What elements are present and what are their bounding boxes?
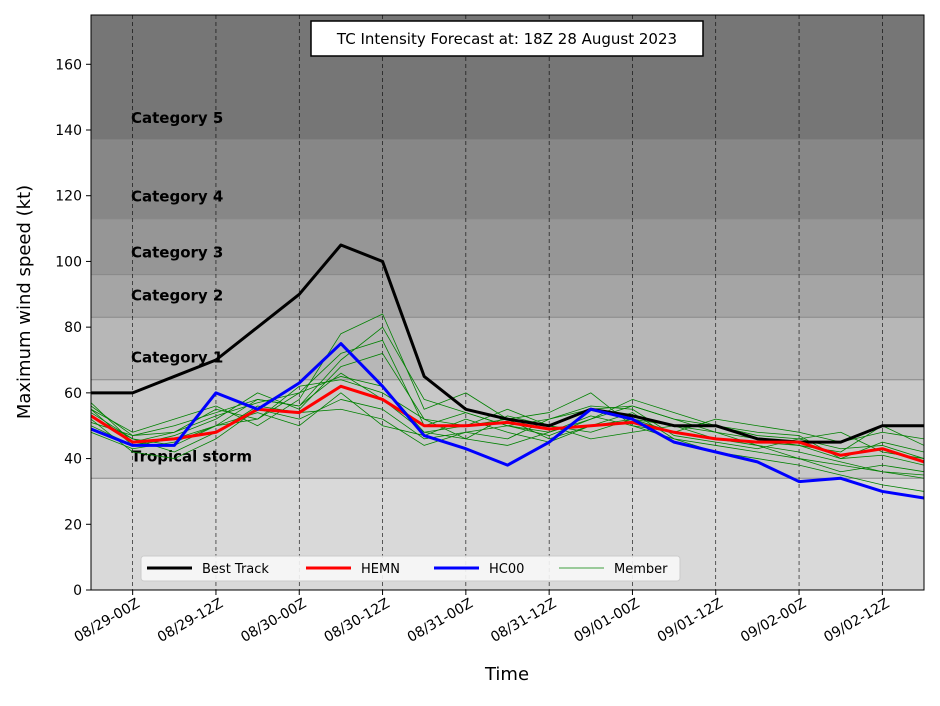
y-tick-label: 80: [64, 320, 82, 336]
y-tick-label: 120: [55, 189, 82, 205]
plot-frame: [90, 14, 925, 591]
band-label: Category 2: [131, 286, 223, 304]
legend-label: HC00: [489, 562, 524, 577]
chart-title: TC Intensity Forecast at: 18Z 28 August …: [336, 30, 677, 48]
member-line: [91, 392, 924, 492]
x-tick-label: 09/02-12Z: [821, 596, 892, 646]
band-label: Category 1: [131, 349, 223, 367]
lines: [91, 243, 924, 500]
series-line: [91, 384, 924, 464]
y-tick-label: 100: [55, 254, 82, 270]
category-band: [91, 139, 924, 219]
x-tick-label: 08/29-12Z: [155, 596, 226, 646]
x-axis-label: Time: [484, 664, 529, 685]
x-tick-label: 08/30-12Z: [321, 596, 392, 646]
x-tick-label: 09/02-00Z: [738, 596, 809, 646]
y-tick-label: 160: [55, 57, 82, 73]
member-line: [91, 379, 924, 453]
y-axis-label: Maximum wind speed (kt): [14, 185, 35, 419]
y-tick-label: 140: [55, 123, 82, 139]
x-tick-label: 08/31-12Z: [488, 596, 559, 646]
title-box: [310, 20, 704, 57]
x-tick-label: 09/01-12Z: [655, 596, 726, 646]
band-label: Tropical storm: [131, 447, 252, 465]
x-tick-label: 08/31-00Z: [405, 596, 476, 646]
legend-label: Best Track: [202, 562, 269, 577]
member-line: [91, 353, 924, 473]
band-label: Category 5: [131, 109, 223, 127]
legend-box: [140, 555, 681, 582]
x-tick-label: 08/29-00Z: [72, 596, 143, 646]
band-label: Category 4: [131, 188, 223, 206]
x-tick-label: 09/01-00Z: [571, 596, 642, 646]
category-band: [91, 274, 924, 318]
band-label: Category 3: [131, 244, 223, 262]
category-band: [91, 218, 924, 275]
legend-label: Member: [614, 562, 668, 577]
y-tick-label: 0: [73, 583, 82, 599]
legend: Best Track HEMN HC00 Member: [140, 555, 681, 582]
x-tick-label: 08/30-00Z: [238, 596, 309, 646]
y-tick-label: 20: [64, 517, 82, 533]
y-tick-label: 40: [64, 452, 82, 468]
y-tick-label: 60: [64, 386, 82, 402]
legend-label: HEMN: [361, 562, 400, 577]
series-line: [91, 342, 924, 500]
